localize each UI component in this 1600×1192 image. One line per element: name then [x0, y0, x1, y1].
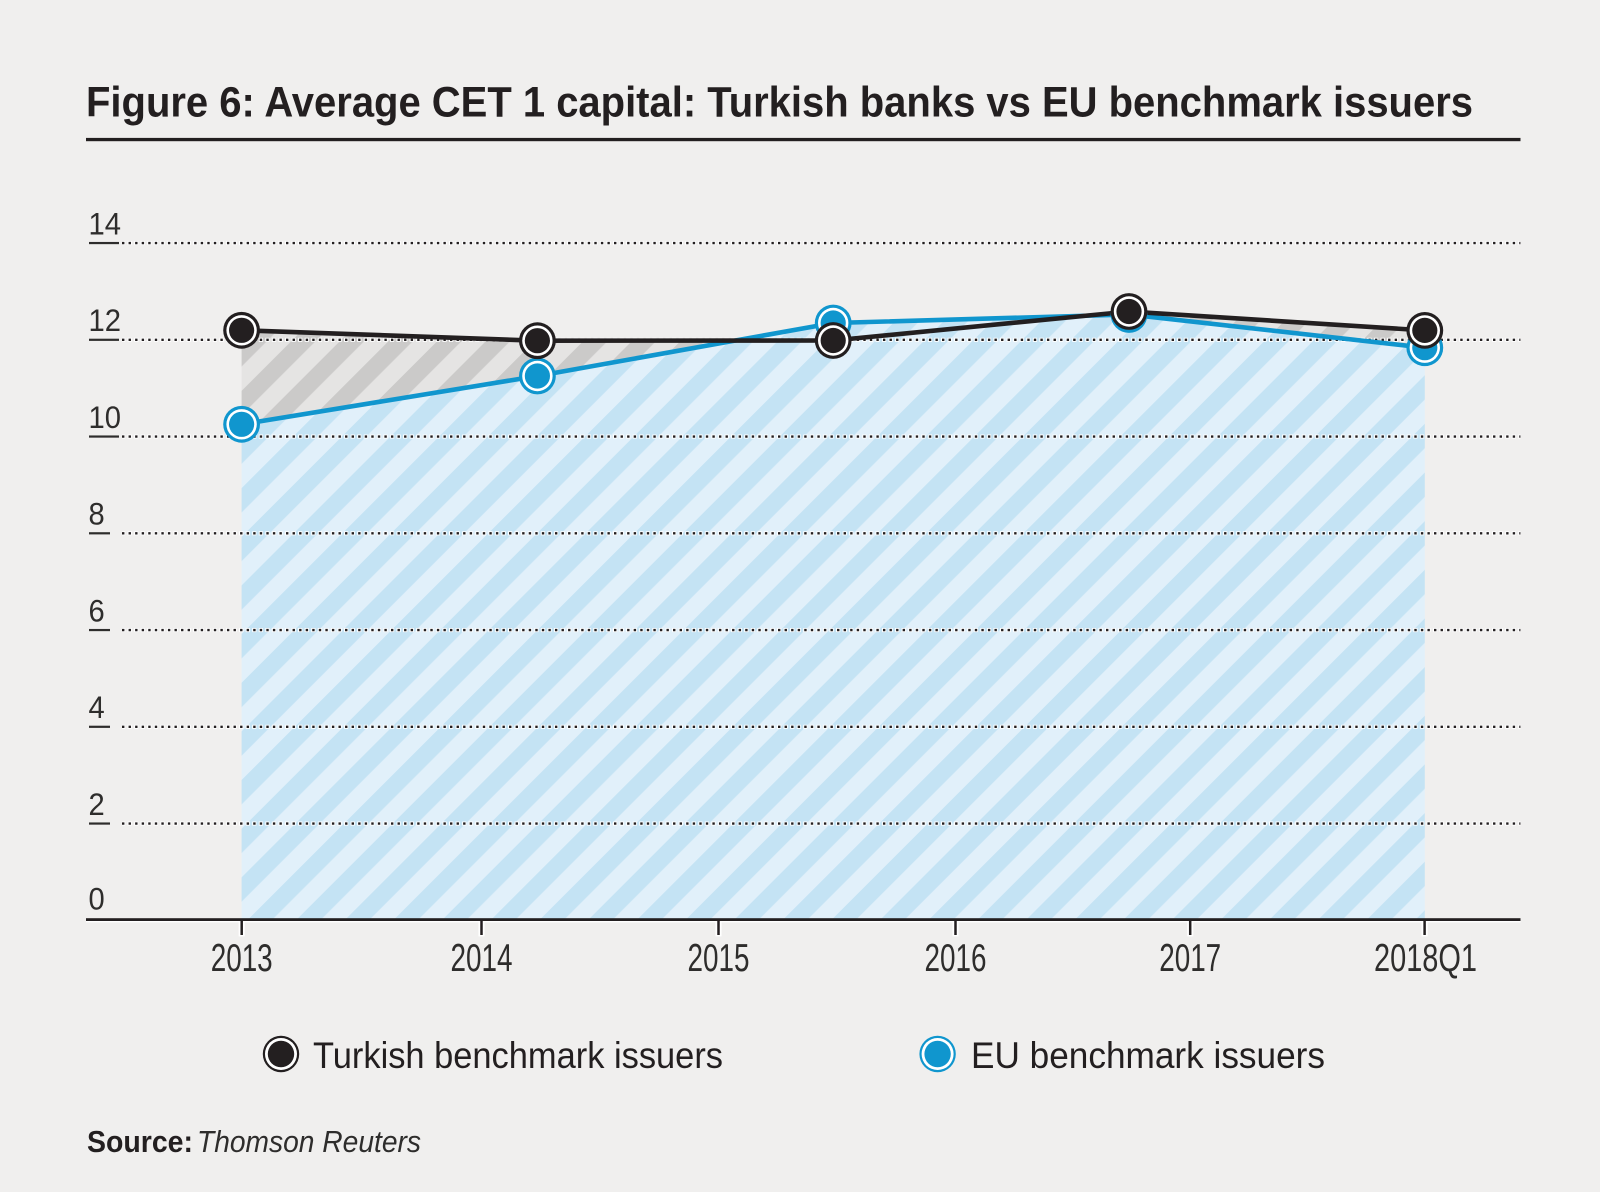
svg-text:4: 4 — [89, 689, 105, 725]
svg-text:8: 8 — [89, 496, 105, 532]
svg-text:10: 10 — [89, 399, 122, 435]
svg-text:0: 0 — [89, 881, 105, 917]
svg-text:14: 14 — [89, 205, 122, 241]
svg-text:EU benchmark issuers: EU benchmark issuers — [971, 1035, 1325, 1076]
svg-text:2018Q1: 2018Q1 — [1374, 937, 1477, 980]
svg-text:Source:: Source: — [87, 1126, 193, 1159]
svg-text:2013: 2013 — [211, 937, 273, 980]
svg-text:2017: 2017 — [1159, 937, 1221, 980]
svg-text:2: 2 — [89, 786, 105, 822]
svg-text:12: 12 — [89, 302, 122, 338]
svg-text:2015: 2015 — [688, 937, 750, 980]
svg-text:2014: 2014 — [451, 937, 513, 980]
svg-text:6: 6 — [89, 592, 105, 628]
svg-text:2016: 2016 — [925, 937, 987, 980]
svg-text:Figure 6: Average CET 1 capita: Figure 6: Average CET 1 capital: Turkish… — [86, 78, 1473, 125]
svg-text:Turkish benchmark issuers: Turkish benchmark issuers — [313, 1035, 723, 1076]
svg-text:Thomson Reuters: Thomson Reuters — [197, 1126, 421, 1159]
